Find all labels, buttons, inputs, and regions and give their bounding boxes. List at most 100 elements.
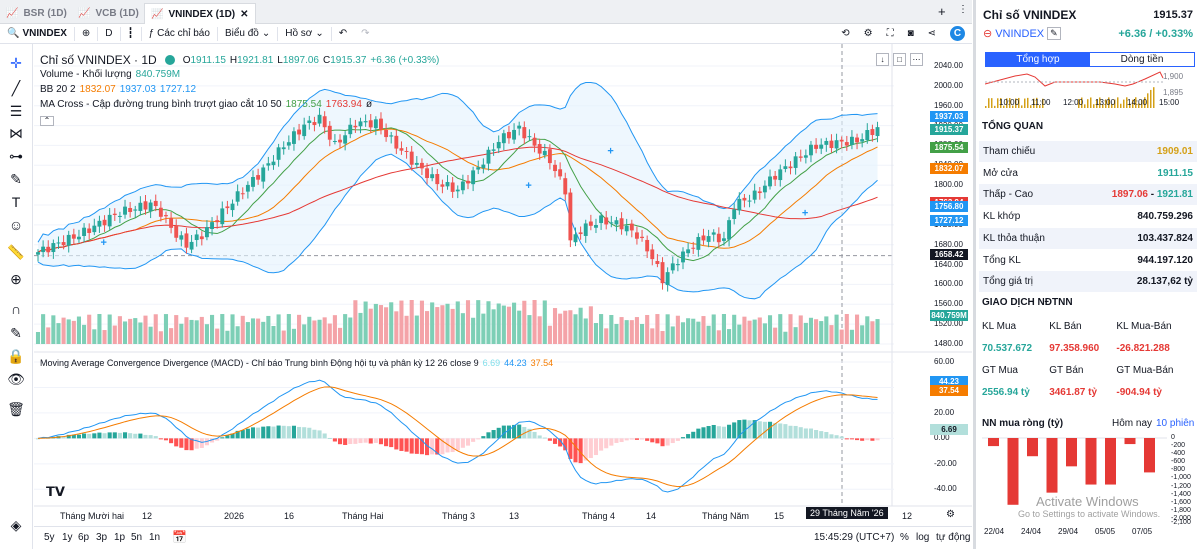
time-axis-label: 12 xyxy=(142,511,153,521)
candle-body xyxy=(77,236,81,240)
range-3p[interactable]: 3p xyxy=(96,532,108,543)
volume-bar xyxy=(225,330,230,344)
macd-histogram-bar xyxy=(721,426,726,439)
indicators-button[interactable]: ƒ Các chỉ báo xyxy=(142,24,217,44)
chart-canvas[interactable]: + + + + xyxy=(34,44,972,526)
undo-button[interactable]: ↶ xyxy=(332,24,354,44)
replay-button[interactable]: ⟲ xyxy=(834,24,856,44)
foreign-header: KL Mua xyxy=(982,321,1017,332)
redo-button[interactable]: ↷ xyxy=(354,24,376,44)
magnet-icon[interactable]: ∩ xyxy=(10,301,22,317)
range-6p[interactable]: 6p xyxy=(78,532,90,543)
volume-bar xyxy=(767,315,773,344)
panel-price: 1915.37 xyxy=(1153,9,1193,21)
calendar-icon[interactable]: 📅 xyxy=(172,530,187,544)
eye-icon[interactable]: 👁 xyxy=(7,370,25,387)
fib-icon[interactable]: ☰ xyxy=(9,102,23,119)
mini-volume-bar xyxy=(1084,104,1086,108)
tab-vnindex[interactable]: 📈 VNINDEX (1D) ✕ xyxy=(144,3,256,24)
intraday-volume xyxy=(985,87,1155,108)
volume-bar xyxy=(701,316,706,344)
auto-toggle[interactable]: tự động xyxy=(936,532,971,543)
settings-button[interactable]: ⚙ xyxy=(857,24,880,44)
edit-icon[interactable]: ✎ xyxy=(1047,27,1061,40)
range-1p[interactable]: 1p xyxy=(114,532,126,543)
macd-histogram-bar xyxy=(491,430,496,439)
close-icon[interactable]: ✕ xyxy=(240,8,249,20)
range-5n[interactable]: 5n xyxy=(131,532,143,543)
volume-bar xyxy=(307,316,312,344)
trash-icon[interactable]: 🗑 xyxy=(7,400,25,417)
candle-body xyxy=(450,182,455,192)
layers-icon[interactable]: ◈ xyxy=(10,516,22,533)
share-button[interactable]: ⋖ xyxy=(921,24,943,44)
profile-button[interactable]: Hồ sơ ⌄ xyxy=(278,24,331,44)
macd-histogram-bar xyxy=(107,432,112,439)
arrow-down-icon[interactable]: ↓ xyxy=(876,53,889,66)
macd-histogram-bar xyxy=(829,434,834,439)
ma-fast-value: 1875.54 xyxy=(285,99,322,110)
overview-value-wrap: 944.197.120 xyxy=(1137,255,1193,266)
lock-drawing-icon[interactable]: ✎ xyxy=(10,324,22,341)
chart-area[interactable]: + + + + Chỉ số VNINDEX · 1D O1911.15 H1921.… xyxy=(34,44,972,526)
macd-histogram-bar xyxy=(322,433,327,439)
candle-body xyxy=(609,222,614,224)
interval-button[interactable]: D xyxy=(98,24,119,44)
macd-histogram-bar xyxy=(225,435,230,439)
volume-bar xyxy=(82,324,87,344)
zoom-in-icon[interactable]: ⊕ xyxy=(10,270,22,287)
crosshair-icon[interactable]: ✛ xyxy=(10,54,22,71)
axis-settings-icon[interactable]: ⚙ xyxy=(946,509,955,520)
trendline-icon[interactable]: ╱ xyxy=(11,79,21,96)
candle-body xyxy=(343,135,348,144)
percent-toggle[interactable]: % xyxy=(900,532,909,543)
range-1y[interactable]: 1y xyxy=(62,532,73,543)
candle-body xyxy=(409,151,414,165)
mini-volume-bar xyxy=(1141,99,1143,108)
emoji-icon[interactable]: ☺ xyxy=(8,217,24,233)
text-icon[interactable]: T xyxy=(11,194,21,210)
logo-button[interactable]: C xyxy=(943,24,972,44)
collapse-legend-button[interactable]: ⌃ xyxy=(40,116,54,126)
more-icon[interactable]: ⋮ xyxy=(958,4,968,15)
range-1n[interactable]: 1n xyxy=(149,532,161,543)
add-symbol-button[interactable]: ⊕ xyxy=(75,24,97,44)
tab-summary[interactable]: Tổng hợp xyxy=(986,53,1090,66)
macd-histogram-bar xyxy=(803,428,808,439)
ruler-icon[interactable]: 📏 xyxy=(7,243,25,260)
net-10-sessions-toggle[interactable]: 10 phiên xyxy=(1156,418,1195,429)
macd-histogram-bar xyxy=(665,438,670,446)
candle-body xyxy=(507,131,511,139)
range-5y[interactable]: 5y xyxy=(44,532,55,543)
volume-bar xyxy=(409,300,414,344)
time-axis-label: Tháng Năm xyxy=(702,511,750,521)
candle-body xyxy=(599,215,604,224)
tab-vcb[interactable]: 📈 VCB (1D) xyxy=(72,3,145,24)
mini-volume-bar xyxy=(1030,105,1032,108)
measure-icon[interactable]: ⊶ xyxy=(9,147,23,164)
tab-money-flow[interactable]: Dòng tiền xyxy=(1120,54,1164,65)
fullscreen-button[interactable]: ⛶ xyxy=(880,24,901,44)
add-tab-icon[interactable]: + xyxy=(938,4,946,19)
tab-bsr[interactable]: 📈 BSR (1D) xyxy=(0,3,73,24)
brush-icon[interactable]: ✎ xyxy=(10,170,22,187)
macd-tag: 37.54 xyxy=(930,384,968,396)
macd-axis-label: 60.00 xyxy=(934,357,955,366)
maximize-icon[interactable]: □ xyxy=(893,53,906,66)
lock-icon[interactable]: 🔒 xyxy=(7,347,25,364)
quote-panel: Chỉ số VNINDEX 1915.37 ⊖ VNINDEX ✎ +6.36… xyxy=(973,0,1200,549)
camera-button[interactable]: ◙ xyxy=(901,24,921,44)
pattern-icon[interactable]: ⋈ xyxy=(9,124,23,141)
bar-style-button[interactable]: ┇ xyxy=(121,24,141,44)
more-icon[interactable]: ⋯ xyxy=(910,53,923,66)
symbol-search[interactable]: 🔍 VNINDEX xyxy=(0,24,74,44)
log-toggle[interactable]: log xyxy=(916,532,930,543)
candle-body xyxy=(594,224,598,228)
chart-type-button[interactable]: Biểu đồ ⌄ xyxy=(218,24,277,44)
candle-body xyxy=(655,260,660,264)
net-today-toggle[interactable]: Hôm nay xyxy=(1112,418,1153,429)
time-axis-label: Tháng 4 xyxy=(582,511,616,521)
candle-body xyxy=(138,202,143,211)
clock-time[interactable]: 15:45:29 (UTC+7) xyxy=(814,532,895,543)
panel-symbol[interactable]: ⊖ VNINDEX ✎ xyxy=(983,27,1061,40)
